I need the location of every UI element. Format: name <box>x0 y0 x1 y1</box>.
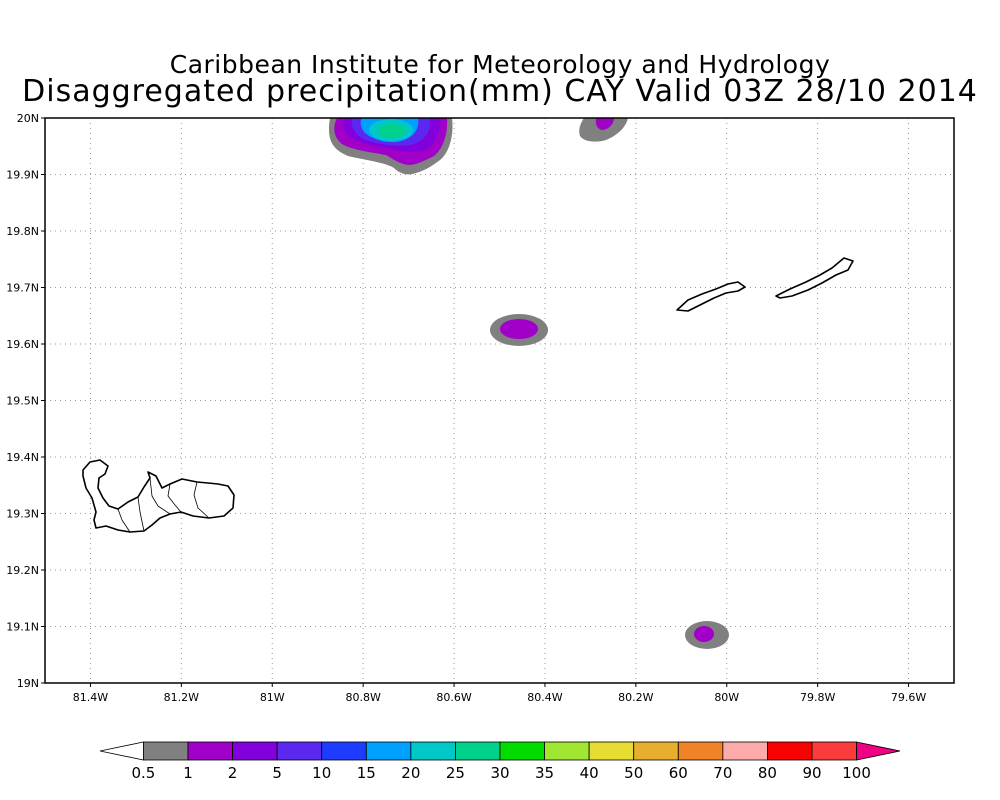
colorbar-label: 80 <box>758 764 777 782</box>
tick-label-lat: 19.1N <box>6 621 39 634</box>
colorbar-label: 60 <box>669 764 688 782</box>
colorbar-segment <box>544 741 590 761</box>
latitude-ticks: 20N 19.9N 19.8N 19.7N 19.6N 19.5N 19.4N 19.3N 19… <box>6 112 45 690</box>
title-line-1: Caribbean Institute for Meteorology and … <box>169 50 831 79</box>
grand-cayman-interior <box>117 477 210 533</box>
tick-label-lon: 80.4W <box>527 691 562 704</box>
colorbar-label: 2 <box>228 764 238 782</box>
tick-label-lon: 80W <box>714 691 739 704</box>
tick-label-lat: 19.6N <box>6 338 39 351</box>
colorbar-segment <box>455 741 501 761</box>
grid-lines <box>45 118 954 683</box>
colorbar-label: 25 <box>446 764 465 782</box>
colorbar-segment <box>499 741 545 761</box>
colorbar-segment <box>276 741 323 761</box>
colorbar-segment <box>767 741 813 761</box>
colorbar-segment <box>410 741 456 761</box>
tick-label-lat: 19.9N <box>6 169 39 182</box>
colorbar-segment <box>321 741 367 761</box>
tick-label-lon: 81.2W <box>164 691 199 704</box>
colorbar-label: 30 <box>490 764 509 782</box>
rain-cell-northeast <box>579 118 628 142</box>
colorbar-label: 5 <box>272 764 282 782</box>
colorbar-label: 20 <box>401 764 420 782</box>
tick-label-lat: 19.8N <box>6 225 39 238</box>
precipitation-field <box>328 118 729 649</box>
title-line-2: Disaggregated precipitation(mm) CAY Vali… <box>22 74 978 109</box>
little-cayman-island <box>676 281 746 312</box>
colorbar-label: 100 <box>842 764 871 782</box>
colorbar-segment <box>856 741 901 761</box>
colorbar-label: 15 <box>357 764 376 782</box>
tick-label-lon: 80.6W <box>436 691 471 704</box>
tick-label-lon: 80.2W <box>618 691 653 704</box>
grand-cayman-island <box>82 459 235 533</box>
colorbar-segment <box>677 741 724 761</box>
colorbar-label: 0.5 <box>131 764 155 782</box>
tick-label-lat: 20N <box>17 112 39 125</box>
tick-label-lat: 19.7N <box>6 282 39 295</box>
tick-label-lat: 19N <box>17 677 39 690</box>
tick-label-lon: 80.8W <box>345 691 380 704</box>
longitude-ticks: 81.4W 81.2W 81W 80.8W 80.6W 80.4W 80.2W 80W 79.8… <box>73 683 926 704</box>
tick-label-lat: 19.3N <box>6 508 39 521</box>
colorbar-segment <box>722 741 768 761</box>
colorbar-label: 35 <box>535 764 554 782</box>
colorbar-label: 90 <box>802 764 821 782</box>
colorbar-segment <box>99 741 144 761</box>
colorbar-segment <box>811 741 857 761</box>
colorbar-label: 70 <box>713 764 732 782</box>
colorbar-label: 10 <box>312 764 331 782</box>
cayman-brac-island <box>775 257 854 299</box>
colorbar-label: 1 <box>183 764 193 782</box>
tick-label-lon: 81W <box>260 691 285 704</box>
tick-label-lat: 19.2N <box>6 564 39 577</box>
rain-cell-south <box>685 621 729 649</box>
colorbar-segment <box>633 741 679 761</box>
rain-cell-central <box>490 314 548 346</box>
colorbar-label: 40 <box>580 764 599 782</box>
colorbar-segment <box>365 741 412 761</box>
colorbar-segment <box>232 741 278 761</box>
tick-label-lat: 19.5N <box>6 395 39 408</box>
colorbar: 0.5 1 2 5 10 15 20 25 30 35 40 50 60 70 80 90 100 <box>99 741 901 782</box>
tick-label-lon: 81.4W <box>73 691 108 704</box>
rain-cell-north <box>328 118 453 175</box>
colorbar-label: 50 <box>624 764 643 782</box>
colorbar-segment <box>187 741 233 761</box>
colorbar-segment <box>143 741 189 761</box>
tick-label-lat: 19.4N <box>6 451 39 464</box>
tick-label-lon: 79.6W <box>891 691 926 704</box>
colorbar-segment <box>588 741 635 761</box>
tick-label-lon: 79.8W <box>800 691 835 704</box>
